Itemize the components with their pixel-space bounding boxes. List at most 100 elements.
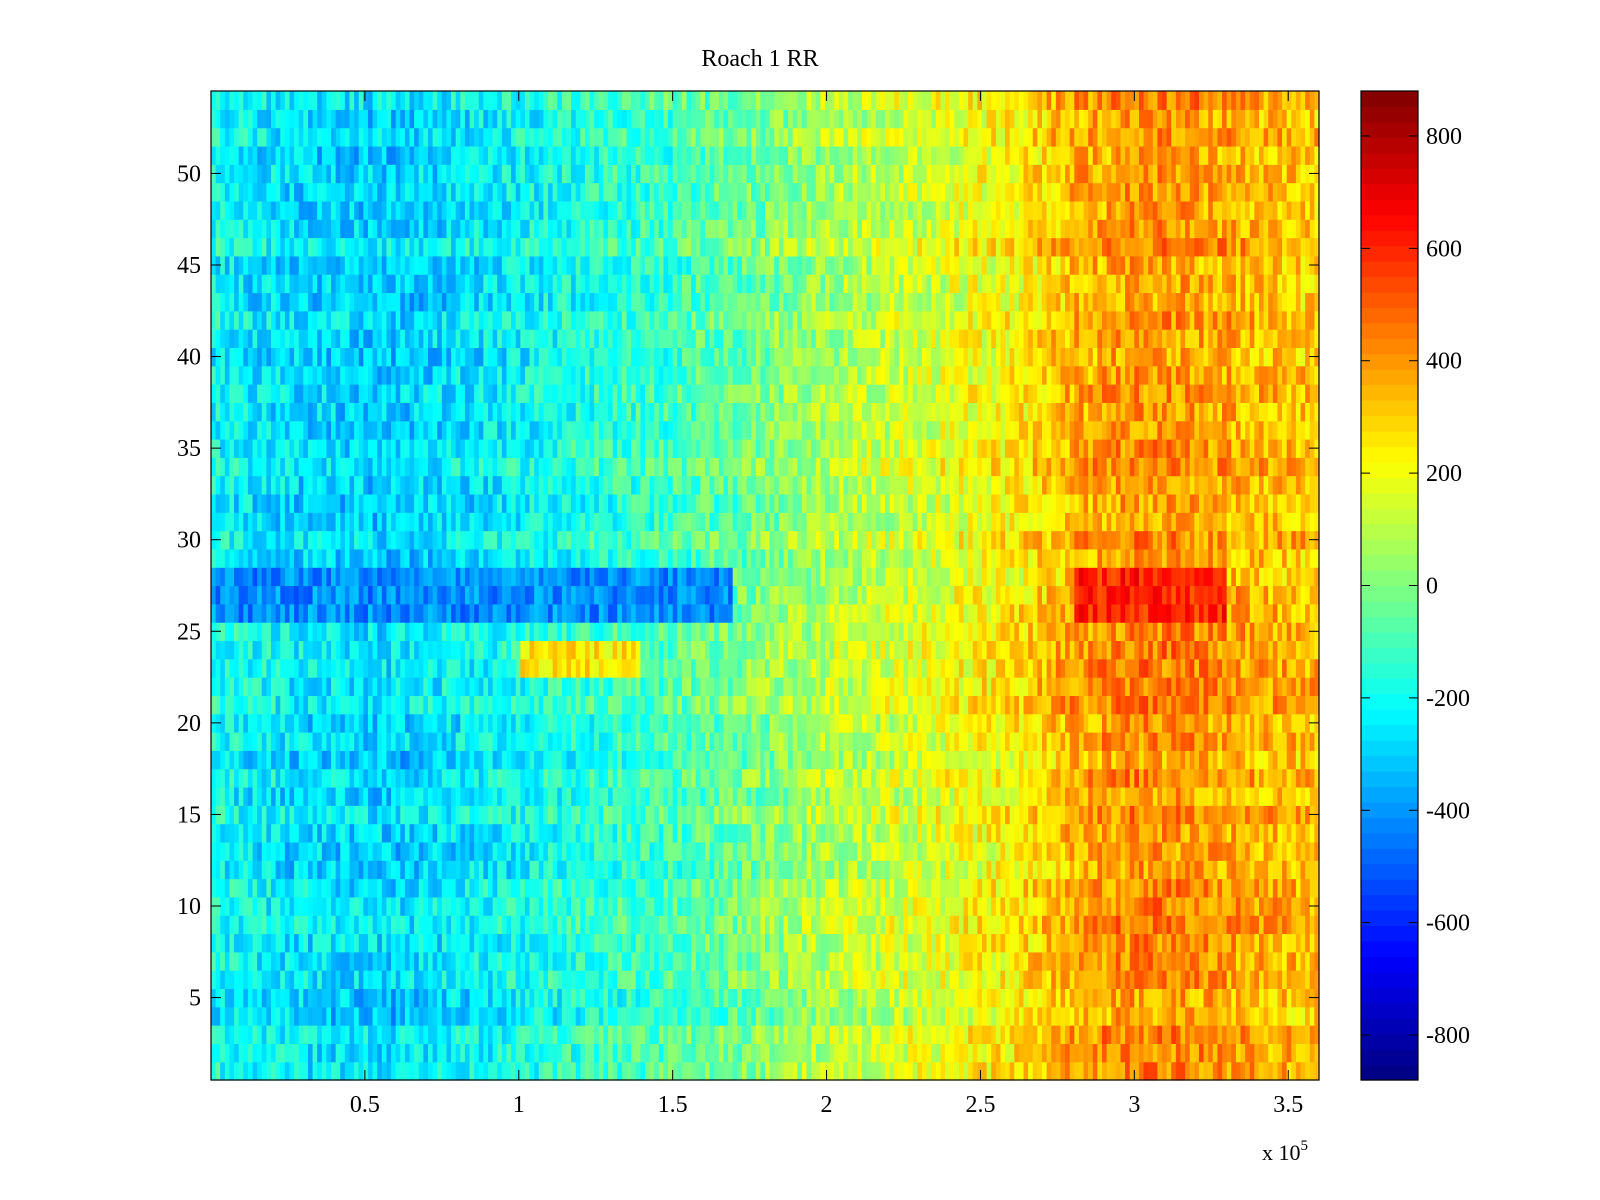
heatmap-cell [257, 933, 263, 953]
heatmap-cell [663, 732, 669, 751]
heatmap-cell [386, 951, 392, 971]
heatmap-cell [1240, 713, 1246, 733]
heatmap-cell [608, 878, 614, 898]
heatmap-cell [381, 970, 388, 990]
heatmap-cell [672, 1025, 678, 1044]
heatmap-cell [1291, 933, 1297, 953]
heatmap-cell [1106, 878, 1112, 898]
heatmap-cell [483, 695, 489, 715]
heatmap-cell [1088, 970, 1094, 990]
heatmap-cell [335, 951, 341, 971]
heatmap-cell [755, 805, 761, 825]
heatmap-cell [829, 823, 835, 843]
heatmap-cell [649, 695, 655, 715]
heatmap-cell [1208, 860, 1214, 880]
heatmap-cell [1014, 1061, 1020, 1081]
heatmap-cell [294, 1006, 300, 1026]
heatmap-cell [954, 860, 960, 880]
heatmap-cell [778, 841, 785, 861]
heatmap-cell [1157, 915, 1163, 935]
heatmap-cell [524, 786, 531, 806]
heatmap-cell [418, 695, 424, 715]
heatmap-cell [1069, 1006, 1075, 1026]
heatmap-cell [621, 786, 628, 806]
heatmap-cell [765, 786, 771, 806]
heatmap-cell [520, 750, 526, 770]
heatmap-cell [691, 768, 697, 788]
heatmap-cell [1129, 713, 1135, 733]
heatmap-cell [488, 695, 494, 715]
heatmap-cell [520, 933, 526, 953]
heatmap-cell [557, 915, 563, 935]
heatmap-cell [1203, 860, 1209, 880]
heatmap-cell [307, 1061, 314, 1081]
heatmap-cell [326, 1025, 332, 1044]
heatmap-cell [1305, 988, 1311, 1008]
heatmap-cell [1014, 1006, 1020, 1026]
heatmap-cell [1295, 1043, 1302, 1063]
heatmap-cell [326, 713, 332, 733]
heatmap-cell [1148, 732, 1154, 751]
heatmap-cell [464, 786, 471, 806]
heatmap-cell [404, 1061, 411, 1081]
heatmap-cell [455, 1043, 461, 1063]
heatmap-cell [589, 878, 595, 898]
heatmap-cell [1203, 1061, 1209, 1081]
heatmap-cell [317, 860, 323, 880]
heatmap-cell [307, 988, 314, 1008]
heatmap-cell [903, 1061, 909, 1081]
heatmap-cell [1106, 933, 1112, 953]
heatmap-cell [580, 841, 586, 861]
heatmap-cell [423, 695, 429, 715]
heatmap-cell [889, 988, 895, 1008]
heatmap-cell [307, 915, 314, 935]
heatmap-cell [557, 841, 563, 861]
heatmap-cell [981, 951, 988, 971]
heatmap-cell [344, 1025, 351, 1044]
heatmap-cell [935, 713, 942, 733]
heatmap-cell [829, 951, 835, 971]
heatmap-cell [954, 915, 960, 935]
heatmap-cell [501, 1061, 508, 1081]
heatmap-cell [1138, 970, 1145, 990]
heatmap-cell [1217, 1043, 1223, 1063]
heatmap-cell [529, 1025, 535, 1044]
heatmap-cell [723, 878, 729, 898]
heatmap-cell [788, 841, 794, 861]
heatmap-cell [1000, 841, 1006, 861]
heatmap-cell [825, 841, 831, 861]
heatmap-cell [331, 988, 337, 1008]
heatmap-cell [751, 750, 757, 770]
heatmap-cell [1282, 1061, 1288, 1081]
heatmap-cell [848, 860, 854, 880]
heatmap-cell [561, 695, 568, 715]
heatmap-cell [704, 732, 711, 751]
heatmap-cell [400, 970, 406, 990]
heatmap-cell [1162, 1043, 1168, 1063]
heatmap-cell [1092, 970, 1098, 990]
heatmap-cell [1065, 896, 1071, 916]
heatmap-cell [538, 1025, 544, 1044]
heatmap-cell [1138, 1061, 1145, 1081]
heatmap-cell [432, 878, 438, 898]
heatmap-cell [1217, 860, 1223, 880]
heatmap-cell [1018, 768, 1025, 788]
heatmap-cell [367, 713, 374, 733]
heatmap-cell [488, 1061, 494, 1081]
heatmap-cell [681, 860, 688, 880]
heatmap-cell [548, 695, 554, 715]
heatmap-cell [404, 933, 411, 953]
heatmap-cell [995, 915, 1002, 935]
heatmap-cell [1245, 988, 1251, 1008]
heatmap-cell [598, 1043, 605, 1063]
heatmap-cell [307, 1006, 314, 1026]
heatmap-cell [612, 933, 618, 953]
heatmap-cell [501, 933, 508, 953]
heatmap-cell [1102, 933, 1108, 953]
heatmap-cell [848, 1025, 854, 1044]
heatmap-cell [1309, 951, 1315, 971]
heatmap-cell [354, 915, 360, 935]
heatmap-cell [1074, 933, 1080, 953]
heatmap-cell [298, 1043, 304, 1063]
heatmap-cell [391, 841, 397, 861]
